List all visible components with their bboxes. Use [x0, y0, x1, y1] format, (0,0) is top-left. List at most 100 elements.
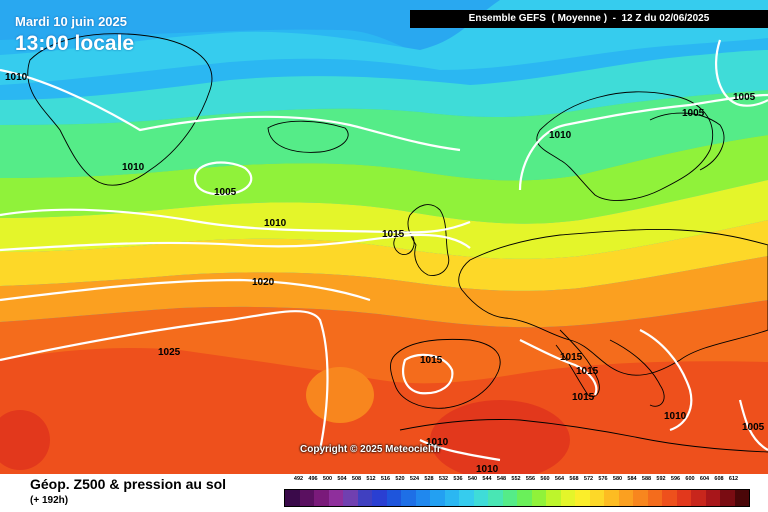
pressure-label: 1010 — [264, 218, 287, 229]
legend-tick-label: 492 — [293, 476, 304, 482]
legend-swatch — [299, 490, 314, 506]
isobar-1015-italy — [519, 339, 598, 396]
legend-swatch — [386, 490, 401, 506]
legend-swatch — [546, 490, 561, 506]
legend-swatch — [589, 490, 604, 506]
balkans-coast — [609, 339, 665, 407]
legend-swatch — [662, 490, 677, 506]
legend-swatch — [459, 490, 474, 506]
pressure-label: 1010 — [122, 162, 145, 173]
legend-tick-label: 512 — [366, 476, 376, 482]
north-africa-coast — [399, 419, 768, 453]
isobar-1015 — [0, 233, 471, 252]
cell-red — [430, 400, 570, 474]
legend-swatch — [734, 490, 749, 506]
legend-swatch — [618, 490, 633, 506]
legend-tick-label: 556 — [525, 476, 536, 482]
legend-tick-label: 588 — [641, 476, 652, 482]
scandinavia-coast — [536, 91, 714, 201]
band-556 — [0, 50, 768, 125]
legend-swatch — [343, 490, 358, 506]
legend-tick-label: 548 — [496, 476, 507, 482]
legend-tick-label: 596 — [670, 476, 681, 482]
isobar-1010-south — [419, 439, 501, 462]
band-580 — [0, 180, 768, 259]
pressure-label: 1025 — [158, 347, 181, 358]
legend-tick-label: 572 — [583, 476, 594, 482]
isobars — [0, 39, 768, 462]
legend-swatch — [357, 490, 372, 506]
legend-tick-label: 504 — [337, 476, 347, 482]
iberia-coast — [390, 338, 501, 409]
legend-swatch — [285, 490, 300, 506]
pressure-label: 1015 — [560, 352, 583, 363]
britain-coast — [407, 204, 450, 276]
legend-swatch — [372, 490, 387, 506]
pressure-label: 1010 — [476, 464, 499, 474]
pressure-label: 1020 — [252, 277, 275, 288]
legend-tick-label: 584 — [627, 476, 637, 482]
pressure-label: 1010 — [5, 72, 28, 83]
legend-tick-label: 496 — [308, 476, 318, 482]
z500-color-field — [0, 0, 768, 474]
cell-red-west — [0, 410, 50, 470]
legend-tick-label: 536 — [453, 476, 463, 482]
map-title: Géop. Z500 & pression au sol — [30, 476, 227, 492]
legend-tick-label: 580 — [612, 476, 623, 482]
model-run-info: Ensemble GEFS ( Moyenne ) - 12 Z du 02/0… — [410, 10, 768, 28]
pressure-label: 1015 — [572, 392, 595, 403]
cell-orange — [306, 367, 374, 423]
legend-swatch — [633, 490, 648, 506]
isobar-1020 — [0, 278, 371, 302]
isobar-1025 — [0, 310, 329, 451]
legend-swatch — [531, 490, 546, 506]
legend-tick-labels: 492 496 500 504 508 512 516 520 524 528 532 536 540 5… — [284, 476, 754, 486]
pressure-label: 1015 — [420, 355, 443, 366]
pressure-label: 1005 — [214, 187, 237, 198]
legend-tick-label: 516 — [380, 476, 391, 482]
pressure-label: 1005 — [733, 92, 756, 103]
legend-swatch — [517, 490, 532, 506]
forecast-local-time: 13:00 locale — [15, 32, 135, 55]
isobar-1015-iberia — [402, 353, 454, 395]
legend-swatch — [604, 490, 619, 506]
copyright-notice: Copyright © 2025 Meteociel.fr — [300, 444, 441, 455]
pressure-label: 1010 — [426, 437, 449, 448]
band-588 — [0, 256, 768, 328]
isobar-1010-east — [639, 329, 693, 432]
isobar-1005-east — [715, 39, 768, 107]
legend-tick-label: 560 — [540, 476, 550, 482]
legend-color-bar — [284, 489, 750, 507]
legend-tick-label: 520 — [395, 476, 405, 482]
legend-swatch — [444, 490, 459, 506]
isobar-1005-loop — [193, 161, 253, 196]
greenland-coast — [27, 33, 213, 186]
weather-map: 1010 1010 1005 1010 1015 1020 1025 1015 … — [0, 0, 768, 474]
pressure-label: 1015 — [576, 366, 599, 377]
band-564 — [0, 90, 768, 181]
legend-swatch — [575, 490, 590, 506]
legend-swatch — [473, 490, 488, 506]
legend-tick-label: 592 — [656, 476, 666, 482]
legend-swatch — [430, 490, 445, 506]
legend-tick-label: 552 — [511, 476, 521, 482]
iceland-coast — [267, 120, 349, 153]
forecast-lead-time: (+ 192h) — [30, 495, 69, 506]
italy-coast — [555, 329, 600, 397]
legend-tick-label: 568 — [569, 476, 579, 482]
legend-tick-label: 564 — [554, 476, 565, 482]
isobar-1005-se — [738, 399, 768, 451]
forecast-date: Mardi 10 juin 2025 — [15, 14, 127, 29]
legend-tick-label: 600 — [685, 476, 695, 482]
legend-swatch — [328, 490, 343, 506]
legend-swatch — [705, 490, 720, 506]
pressure-label: 1005 — [682, 108, 705, 119]
pressure-label-group: 1010 1010 1005 1010 1015 1020 1025 1015 … — [5, 72, 765, 474]
europe-mainland — [458, 229, 768, 376]
coastlines — [27, 33, 768, 453]
legend-swatch — [502, 490, 517, 506]
legend-tick-label: 604 — [699, 476, 710, 482]
legend-swatch — [560, 490, 575, 506]
band-584 — [0, 220, 768, 291]
